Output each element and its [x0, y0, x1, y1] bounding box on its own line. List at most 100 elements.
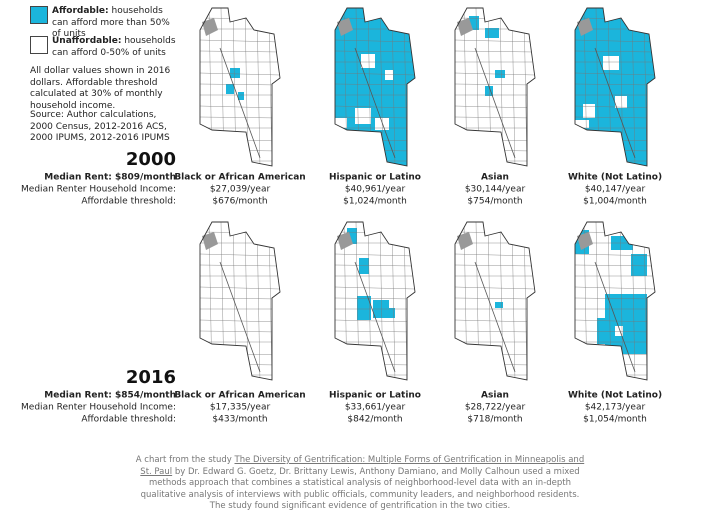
affordable-area — [631, 254, 647, 276]
tract-line — [335, 116, 415, 119]
map — [454, 7, 536, 167]
map-fill — [335, 222, 415, 380]
legend-label: Unaffordable: — [52, 36, 122, 46]
map — [334, 7, 416, 167]
affordable-area — [230, 68, 240, 78]
lake-area — [577, 18, 593, 36]
source: Source: Author calculations, 2000 Census… — [30, 110, 170, 143]
map-outline — [454, 221, 536, 381]
tract-line — [631, 8, 636, 166]
tract-line — [455, 264, 535, 267]
threshold: $1,024/month — [343, 197, 407, 207]
lake-area — [457, 232, 473, 250]
map-outline — [199, 7, 281, 167]
group-name: Hispanic or Latino — [329, 391, 421, 401]
tract-line — [511, 8, 516, 166]
tract-line — [335, 72, 415, 76]
tract-line — [335, 264, 415, 267]
map — [334, 221, 416, 381]
threshold: $676/month — [212, 197, 267, 207]
tract-line — [335, 83, 415, 86]
affordable-area — [357, 296, 371, 320]
unaffordable-area — [603, 56, 619, 70]
income: $28,722/year — [465, 403, 526, 413]
unaffordable-area — [361, 54, 375, 68]
river — [594, 261, 636, 373]
lake-area — [577, 232, 593, 250]
affordable-area — [597, 318, 609, 344]
tract-line — [391, 8, 396, 166]
map-area — [200, 222, 280, 380]
tract-line — [455, 253, 535, 257]
tract-line — [575, 330, 655, 333]
lake-area — [202, 18, 218, 36]
tract-line — [523, 8, 528, 166]
tract-line — [631, 222, 636, 380]
tract-line — [523, 222, 528, 380]
tract-line — [200, 105, 280, 109]
tract-line — [575, 264, 655, 267]
map — [574, 221, 656, 381]
affordable-area — [469, 16, 479, 30]
lake-area — [202, 232, 218, 250]
tract-line — [200, 330, 280, 333]
tract-line — [268, 8, 273, 166]
tract-line — [268, 222, 273, 380]
tract-line — [391, 222, 396, 380]
tract-line — [200, 297, 280, 300]
map-area — [455, 8, 535, 166]
map-outline — [199, 221, 281, 381]
map-fill — [455, 8, 535, 166]
tract-line — [403, 222, 408, 380]
study-link[interactable]: The Diversity of Gentrification: Multipl… — [140, 455, 585, 477]
tract-line — [575, 83, 655, 86]
tract-line — [200, 83, 280, 86]
map-outline — [334, 7, 416, 167]
river — [219, 261, 261, 373]
tract-line — [575, 50, 655, 53]
income: $42,173/year — [585, 403, 646, 413]
tract-line — [256, 222, 261, 380]
river — [219, 47, 261, 159]
tract-line — [455, 297, 535, 300]
year: 2016 — [126, 367, 176, 388]
threshold: $842/month — [347, 415, 402, 425]
tract-line — [575, 116, 655, 119]
tract-line — [455, 319, 535, 323]
legend-label: Affordable: — [52, 6, 109, 16]
unaffordable-area — [355, 108, 371, 124]
river — [594, 47, 636, 159]
affordable-area — [485, 86, 493, 96]
legend-item: Unaffordable: households can afford 0-50… — [30, 36, 180, 66]
river — [354, 261, 396, 373]
year: 2000 — [126, 149, 176, 170]
group-name: Asian — [481, 391, 509, 401]
tract-line — [335, 286, 415, 290]
income-label: Median Renter Household Income: — [21, 403, 176, 413]
legend-swatch — [30, 6, 48, 24]
threshold-label: Affordable threshold: — [81, 197, 176, 207]
map-outline — [454, 7, 536, 167]
map-area — [455, 222, 535, 380]
tract-line — [575, 72, 655, 76]
map — [199, 7, 281, 167]
map-outline — [574, 7, 656, 167]
river — [474, 261, 516, 373]
lake-area — [457, 18, 473, 36]
tract-line — [256, 8, 261, 166]
legend-item: Affordable: households can afford more t… — [30, 6, 180, 39]
tract-line — [455, 116, 535, 119]
tract-line — [335, 319, 415, 323]
tract-line — [200, 72, 280, 76]
tract-line — [200, 286, 280, 290]
map-outline — [334, 221, 416, 381]
income: $40,147/year — [585, 185, 646, 195]
footer: A chart from the study The Diversity of … — [135, 455, 585, 513]
tract-line — [200, 50, 280, 53]
tract-line — [335, 253, 415, 257]
river — [474, 47, 516, 159]
tract-line — [575, 319, 655, 323]
map-outline — [574, 221, 656, 381]
maps: 2000 Median Rent: $809/month Median Renter… — [21, 7, 662, 425]
